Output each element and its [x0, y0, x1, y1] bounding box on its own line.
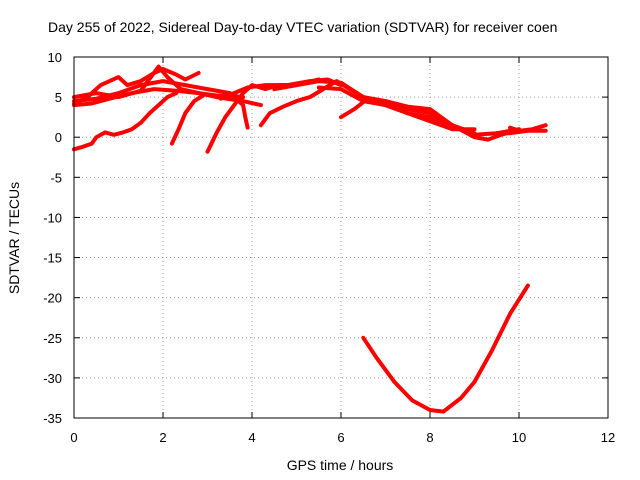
series-line-track-1 [72, 91, 179, 152]
y-tick-label: -25 [43, 331, 62, 346]
series-line-track-16 [494, 128, 548, 136]
series-line-track-13 [339, 96, 521, 137]
x-axis-label: GPS time / hours [287, 457, 394, 473]
y-tick-label: -30 [43, 371, 62, 386]
series-line-track-2 [72, 67, 201, 106]
series-line-track-8 [232, 95, 250, 130]
y-tick-label: 5 [55, 90, 62, 105]
y-tick-label: -20 [43, 291, 62, 306]
y-axis-label: SDTVAR / TECUs [6, 182, 22, 294]
y-tick-label: -15 [43, 251, 62, 266]
series-line-track-3 [72, 79, 241, 104]
y-tick-label: 0 [55, 130, 62, 145]
data-series [72, 64, 548, 414]
series-line-track-5 [72, 87, 246, 108]
series-line-track-6 [169, 93, 206, 146]
x-tick-label: 0 [70, 430, 77, 445]
series-line-track-17 [361, 283, 530, 414]
x-tick-label: 2 [159, 430, 166, 445]
y-tick-label: -10 [43, 210, 62, 225]
y-tick-label: -5 [50, 170, 62, 185]
x-tick-label: 12 [601, 430, 615, 445]
y-tick-label: 10 [48, 50, 62, 65]
x-tick-label: 4 [248, 430, 255, 445]
x-tick-label: 6 [337, 430, 344, 445]
x-tick-label: 10 [512, 430, 526, 445]
plot-frame [73, 56, 609, 419]
axis-ticks: 0 2 4 6 8 10 12 10 5 0 -5 -10 -15 -20 -25 -30 -35 [43, 50, 615, 445]
series-line-track-14 [383, 103, 517, 142]
x-tick-label: 8 [426, 430, 433, 445]
y-tick-label: -35 [43, 411, 62, 426]
chart-title: Day 255 of 2022, Sidereal Day-to-day VTE… [48, 19, 557, 35]
